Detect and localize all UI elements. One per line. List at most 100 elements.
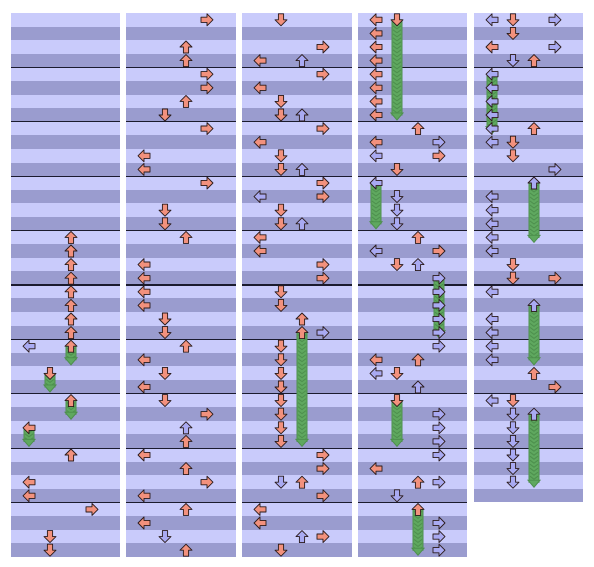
hold-chevron (529, 431, 539, 436)
measure-line (474, 393, 583, 395)
arrow-right-icon (316, 258, 330, 272)
row-stripe (358, 108, 467, 122)
arrow-shape (200, 81, 214, 95)
row-stripe (11, 515, 120, 530)
arrow-right-icon (432, 516, 446, 530)
row-stripe (126, 162, 236, 177)
chart-column-4 (358, 13, 467, 557)
hold-chevron (371, 196, 381, 201)
measure-line (358, 229, 467, 232)
arrow-shape (200, 122, 214, 136)
arrow-shape (295, 108, 309, 122)
arrow-shape (316, 176, 330, 190)
arrow-right-icon (432, 271, 446, 285)
arrow-left-icon (369, 176, 383, 190)
measure-line (358, 338, 467, 341)
row-stripe (126, 298, 236, 313)
arrow-shape (527, 176, 541, 190)
arrow-right-icon (316, 448, 330, 462)
hold-chevron (371, 216, 381, 221)
hold-chevron (529, 423, 539, 428)
arrow-right-icon (432, 244, 446, 258)
arrow-shape (369, 366, 383, 380)
arrow-shape (411, 258, 425, 272)
hold-chevron (297, 422, 307, 427)
arrow-down-icon (506, 394, 520, 408)
measure-line (126, 447, 236, 449)
hold-chevron (392, 65, 402, 70)
hold-chevron (297, 354, 307, 359)
row-stripes (474, 13, 583, 502)
arrow-down-icon (274, 203, 288, 217)
arrow-down-icon (158, 203, 172, 217)
arrow-down-icon (390, 489, 404, 503)
measure-line (11, 338, 120, 341)
row-stripe (11, 380, 120, 394)
arrow-shape (179, 462, 193, 476)
arrow-shape (485, 353, 499, 367)
arrow-shape (137, 271, 151, 285)
row-stripe (126, 135, 236, 149)
arrow-down-icon (274, 434, 288, 448)
arrow-shape (369, 13, 383, 27)
row-stripe (11, 108, 120, 122)
row-stripe (126, 529, 236, 544)
arrow-right-icon (200, 13, 214, 27)
arrow-shape (432, 516, 446, 530)
row-stripe (11, 434, 120, 448)
row-stripe (242, 230, 352, 245)
arrow-right-icon (316, 122, 330, 136)
arrow-shape (158, 530, 172, 544)
arrow-left-icon (485, 244, 499, 258)
arrow-shape (158, 217, 172, 231)
arrow-shape (274, 353, 288, 367)
arrow-shape (411, 353, 425, 367)
arrow-left-icon (137, 489, 151, 503)
arrow-left-icon (485, 67, 499, 81)
arrow-down-icon (390, 217, 404, 231)
row-stripe (242, 502, 352, 516)
row-stripe (11, 176, 120, 190)
measure-line (11, 175, 120, 177)
row-stripe (358, 80, 467, 95)
arrow-shape (369, 54, 383, 68)
measure-line (11, 393, 120, 395)
arrow-shape (64, 339, 78, 353)
arrow-up-icon (411, 475, 425, 489)
arrow-up-icon (295, 162, 309, 176)
arrow-shape (295, 162, 309, 176)
hold-chevron (529, 347, 539, 352)
arrow-shape (200, 407, 214, 421)
arrow-shape (137, 149, 151, 163)
arrow-left-icon (369, 135, 383, 149)
arrow-left-icon (369, 26, 383, 40)
row-stripe (242, 515, 352, 530)
hold-chevron (392, 37, 402, 42)
measure-line (474, 66, 583, 69)
arrow-right-icon (432, 285, 446, 299)
arrow-shape (253, 230, 267, 244)
arrow-left-icon (137, 380, 151, 394)
hold-chevron (24, 433, 34, 438)
row-stripe (11, 475, 120, 489)
arrow-up-icon (295, 217, 309, 231)
arrow-shape (253, 502, 267, 516)
hold-chevron (297, 350, 307, 355)
arrow-shape (179, 339, 193, 353)
arrow-down-icon (274, 94, 288, 108)
arrow-right-icon (200, 176, 214, 190)
arrow-up-icon (411, 258, 425, 272)
arrow-shape (432, 285, 446, 299)
arrow-right-icon (548, 13, 562, 27)
arrow-down-icon (506, 258, 520, 272)
arrow-up-icon (64, 394, 78, 408)
arrow-left-icon (485, 285, 499, 299)
arrow-shape (527, 298, 541, 312)
arrow-up-icon (295, 108, 309, 122)
hold-chevron (529, 339, 539, 344)
row-stripe (126, 257, 236, 272)
hold-chevron (529, 228, 539, 233)
arrow-down-icon (158, 326, 172, 340)
hold-chevron (529, 471, 539, 476)
arrow-shape (200, 176, 214, 190)
